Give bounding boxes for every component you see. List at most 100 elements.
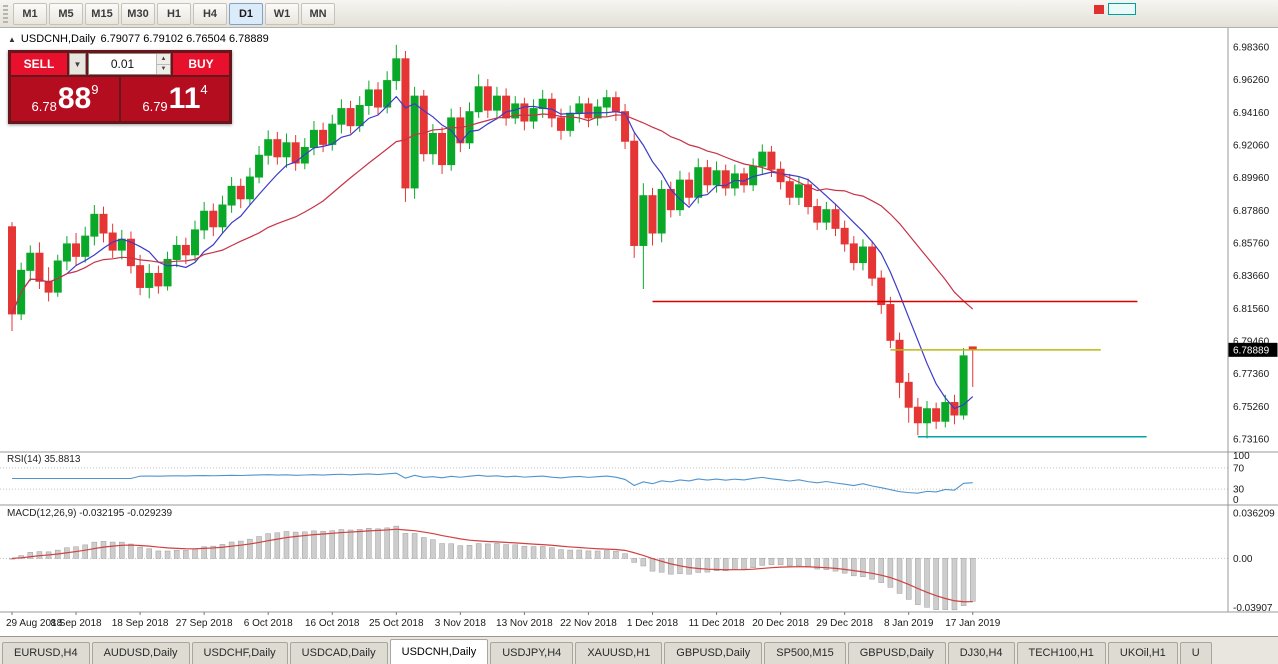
volume-spinner: ▲ ▼: [156, 54, 170, 74]
macd-signal: [11, 528, 973, 603]
chart-tab-usdchf-daily[interactable]: USDCHF,Daily: [191, 642, 288, 664]
volume-value[interactable]: 0.01: [110, 57, 135, 71]
svg-text:0: 0: [1233, 495, 1239, 506]
svg-text:16 Oct 2018: 16 Oct 2018: [305, 618, 360, 629]
teal-status-icon: [1108, 3, 1136, 15]
svg-text:6.77360: 6.77360: [1233, 369, 1270, 380]
svg-text:0.036209: 0.036209: [1233, 508, 1275, 519]
svg-text:6.87860: 6.87860: [1233, 206, 1270, 217]
svg-text:8 Sep 2018: 8 Sep 2018: [50, 618, 102, 629]
chart-symbol-label: USDCNH,Daily: [20, 33, 96, 45]
svg-text:70: 70: [1233, 463, 1245, 474]
sell-price-panel[interactable]: 6.78 88 9: [11, 77, 119, 121]
svg-text:3 Nov 2018: 3 Nov 2018: [435, 618, 487, 629]
chart-tab-usdcnh-daily[interactable]: USDCNH,Daily: [389, 639, 489, 664]
svg-text:27 Sep 2018: 27 Sep 2018: [176, 618, 233, 629]
macd-histogram: [9, 525, 976, 611]
sell-price-point: 9: [91, 82, 99, 97]
candles: [8, 44, 977, 439]
svg-text:8 Jan 2019: 8 Jan 2019: [884, 618, 934, 629]
chart-tab-xauusd-h1[interactable]: XAUUSD,H1: [575, 642, 663, 664]
chart-tab-audusd-daily[interactable]: AUDUSD,Daily: [91, 642, 190, 664]
rsi: [12, 472, 973, 494]
price-axis-labels: 6.98360 6.96260 6.94160 6.92060 6.89960 6.878…: [1233, 43, 1275, 615]
chart-region: 6.98360 6.96260 6.94160 6.92060 6.89960 6.878…: [0, 28, 1278, 636]
chart-tab-gbpusd-daily[interactable]: GBPUSD,Daily: [847, 642, 946, 664]
buy-button[interactable]: BUY: [173, 53, 229, 75]
sell-price-major: 6.78: [31, 99, 57, 114]
chart-tabbar: EURUSD,H4 AUDUSD,Daily USDCHF,Daily USDCAD,…: [0, 636, 1278, 664]
svg-text:6.94160: 6.94160: [1233, 108, 1270, 119]
volume-increase-button[interactable]: ▲: [157, 54, 170, 64]
price-chart[interactable]: 6.98360 6.96260 6.94160 6.92060 6.89960 6.878…: [0, 28, 1278, 636]
timeframe-button-h1[interactable]: H1: [157, 2, 191, 25]
sell-price-pips: 88: [57, 82, 92, 115]
svg-text:6.75260: 6.75260: [1233, 402, 1270, 413]
red-status-icon: [1094, 4, 1104, 14]
svg-text:17 Jan 2019: 17 Jan 2019: [945, 618, 1000, 629]
rsi-indicator-label: RSI(14) 35.8813: [7, 454, 81, 465]
svg-text:1 Dec 2018: 1 Dec 2018: [627, 618, 679, 629]
svg-text:18 Sep 2018: 18 Sep 2018: [112, 618, 169, 629]
volume-input[interactable]: 0.01 ▲ ▼: [88, 53, 171, 75]
chart-tab-usdjpy-h4[interactable]: USDJPY,H4: [490, 642, 574, 664]
svg-text:13 Nov 2018: 13 Nov 2018: [496, 618, 553, 629]
volume-dropdown-button[interactable]: ▼: [69, 53, 86, 75]
chart-ohlc-values: 6.79077 6.79102 6.76504 6.78889: [100, 33, 269, 45]
chart-tab-sp500-m15[interactable]: SP500,M15: [764, 642, 846, 664]
level-lines: [0, 467, 1228, 559]
timeframe-button-w1[interactable]: W1: [265, 2, 299, 25]
chart-tab-gbpusd-daily[interactable]: GBPUSD,Daily: [664, 642, 763, 664]
buy-price-panel[interactable]: 6.79 11 4: [121, 77, 229, 121]
timeframe-button-m15[interactable]: M15: [85, 2, 119, 25]
ma-slow: [11, 113, 974, 315]
svg-text:6.81560: 6.81560: [1233, 304, 1270, 315]
sell-button[interactable]: SELL: [11, 53, 67, 75]
svg-text:6 Oct 2018: 6 Oct 2018: [244, 618, 293, 629]
timeframe-button-m5[interactable]: M5: [49, 2, 83, 25]
svg-text:6.96260: 6.96260: [1233, 75, 1270, 86]
chart-title: ▲ USDCNH,Daily 6.79077 6.79102 6.76504 6…: [8, 33, 269, 45]
buy-price-point: 4: [200, 82, 208, 97]
svg-text:0.00: 0.00: [1233, 554, 1253, 565]
svg-text:20 Dec 2018: 20 Dec 2018: [752, 618, 809, 629]
buy-price-pips: 11: [168, 82, 201, 115]
svg-text:-0.03907: -0.03907: [1233, 603, 1273, 614]
svg-text:100: 100: [1233, 451, 1250, 462]
svg-text:30: 30: [1233, 485, 1245, 496]
chart-tab-usdcad-daily[interactable]: USDCAD,Daily: [289, 642, 388, 664]
macd-signal-line: [11, 528, 973, 603]
chart-tab-tech100-h1[interactable]: TECH100,H1: [1016, 642, 1106, 664]
ma-fast: [11, 95, 974, 410]
svg-text:6.73160: 6.73160: [1233, 434, 1270, 445]
ma-fast: [11, 95, 974, 410]
timeframe-button-m30[interactable]: M30: [121, 2, 155, 25]
timeframe-button-h4[interactable]: H4: [193, 2, 227, 25]
timeframe-buttons: M1 M5 M15 M30 H1 H4 D1 W1 MN: [12, 2, 336, 25]
buy-price-major: 6.79: [142, 99, 168, 114]
toolbar-grip-handle[interactable]: [3, 4, 8, 23]
chart-tab-eurusd-h4[interactable]: EURUSD,H4: [2, 642, 90, 664]
timeframe-button-d1[interactable]: D1: [229, 2, 263, 25]
current-price-tag: 6.78889: [1228, 342, 1278, 357]
horizontal-lines: [652, 300, 1147, 438]
macd-indicator-label: MACD(12,26,9) -0.032195 -0.029239: [7, 508, 173, 519]
svg-text:6.78889: 6.78889: [1233, 345, 1270, 356]
chart-tab-dj30-h4[interactable]: DJ30,H4: [947, 642, 1015, 664]
pane-separators: [0, 28, 1278, 613]
svg-text:29 Aug 2018: 29 Aug 2018: [6, 618, 63, 629]
ma-slow: [11, 113, 974, 315]
svg-text:6.98360: 6.98360: [1233, 43, 1270, 54]
svg-text:6.92060: 6.92060: [1233, 140, 1270, 151]
svg-text:6.83660: 6.83660: [1233, 271, 1270, 282]
svg-text:11 Dec 2018: 11 Dec 2018: [689, 618, 745, 629]
timeframe-button-mn[interactable]: MN: [301, 2, 335, 25]
svg-text:29 Dec 2018: 29 Dec 2018: [816, 618, 873, 629]
chart-shift-marker-icon: ▲: [8, 34, 16, 44]
svg-text:22 Nov 2018: 22 Nov 2018: [560, 618, 617, 629]
chart-tab-u[interactable]: U: [1179, 642, 1212, 664]
volume-decrease-button[interactable]: ▼: [157, 63, 170, 74]
chart-tab-ukoil-h1[interactable]: UKOil,H1: [1107, 642, 1178, 664]
timeframe-button-m1[interactable]: M1: [13, 2, 47, 25]
